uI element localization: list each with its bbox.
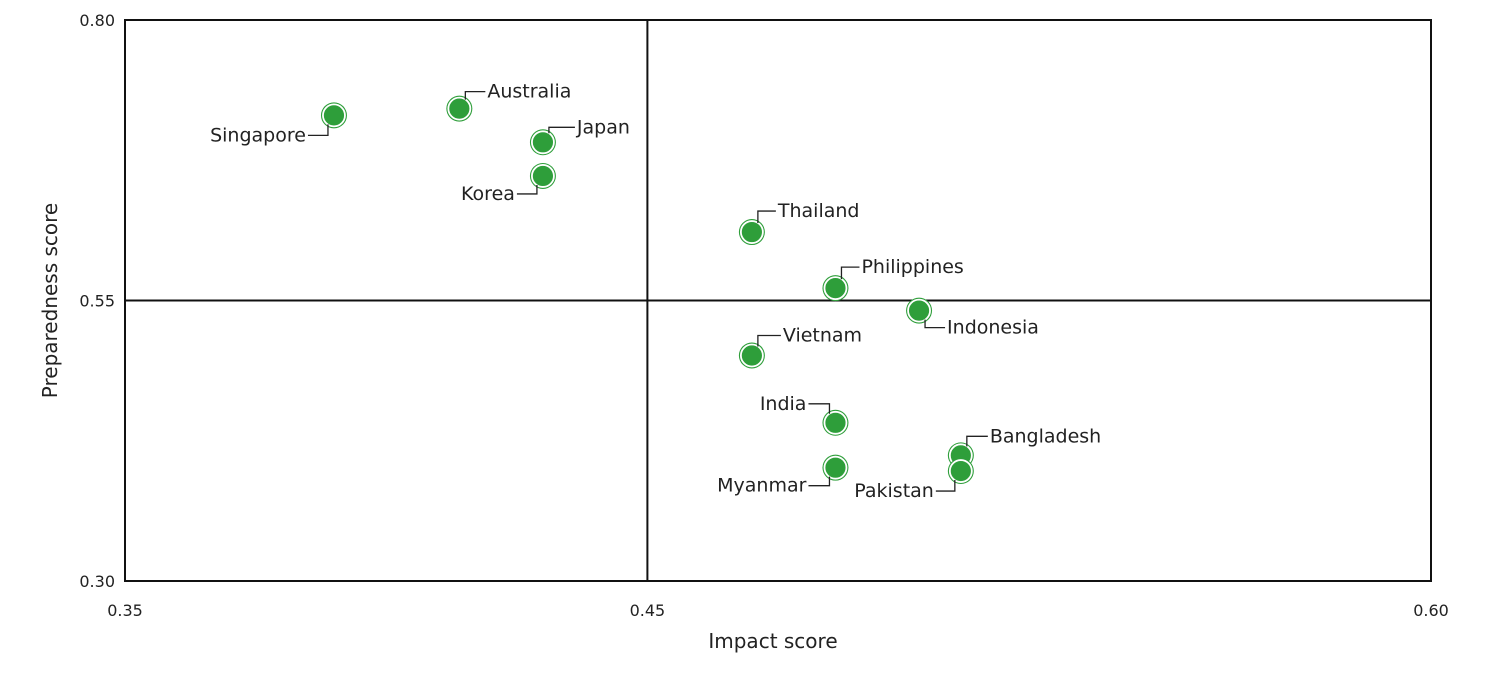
point-label: Myanmar	[717, 475, 806, 497]
leader-line	[307, 124, 329, 137]
leader-line	[757, 210, 776, 224]
point-label: Korea	[461, 183, 515, 205]
y-tick-label: 0.55	[79, 292, 115, 311]
data-point: Thailand	[738, 200, 860, 246]
point-ring	[322, 103, 346, 128]
x-tick-label: 0.60	[1413, 601, 1449, 620]
leader-line	[924, 319, 946, 329]
point-label: Indonesia	[947, 317, 1039, 339]
point-ring	[531, 164, 555, 188]
point-marker	[324, 106, 343, 125]
data-point: Bangladesh	[947, 425, 1101, 469]
point-marker	[951, 462, 970, 481]
point-ring	[823, 276, 848, 301]
point-label: Philippines	[861, 256, 963, 278]
point-marker	[826, 413, 845, 432]
y-tick-label: 0.80	[79, 11, 115, 30]
x-tick-label: 0.45	[630, 601, 666, 620]
point-ring	[823, 410, 848, 435]
point-marker	[533, 166, 552, 185]
leader-line	[808, 403, 831, 414]
leader-line	[757, 334, 781, 347]
point-marker	[533, 133, 552, 152]
x-tick-label: 0.35	[107, 601, 143, 620]
leader-line	[966, 435, 988, 447]
point-ring	[948, 459, 973, 483]
leader-line	[935, 480, 956, 492]
point-label: Vietnam	[783, 324, 862, 346]
point-label: India	[760, 393, 807, 415]
point-label: Japan	[576, 116, 630, 138]
data-point: Japan	[529, 116, 630, 156]
point-ring	[739, 220, 764, 244]
data-point: Indonesia	[906, 297, 1039, 339]
point-marker	[826, 279, 845, 298]
y-axis-title: Preparedness score	[38, 203, 62, 398]
point-ring	[907, 298, 931, 323]
point-label: Singapore	[210, 124, 306, 146]
leader-line	[840, 266, 860, 280]
data-point: Vietnam	[738, 324, 862, 369]
point-label: Pakistan	[854, 480, 934, 502]
point-ring	[447, 96, 472, 121]
leader-line	[548, 126, 575, 134]
point-ring	[823, 455, 848, 480]
data-point: Korea	[461, 162, 556, 205]
data-point: India	[760, 393, 849, 436]
point-label: Australia	[487, 81, 571, 103]
x-axis-title: Impact score	[708, 629, 837, 653]
point-marker	[450, 99, 469, 118]
point-marker	[742, 223, 761, 242]
data-point: Australia	[446, 81, 571, 122]
leader-line	[808, 476, 831, 487]
point-label: Thailand	[777, 200, 860, 222]
point-marker	[742, 346, 761, 365]
data-point: Philippines	[822, 256, 964, 302]
leader-line	[464, 90, 486, 100]
y-tick-label: 0.30	[79, 572, 115, 591]
point-label: Bangladesh	[990, 425, 1101, 447]
data-point: Singapore	[210, 102, 347, 146]
leader-line	[516, 184, 538, 195]
point-marker	[910, 301, 929, 320]
point-ring	[531, 130, 555, 155]
point-ring	[739, 343, 764, 368]
data-point: Pakistan	[854, 458, 974, 502]
data-point: Myanmar	[717, 454, 849, 497]
point-marker	[826, 458, 845, 477]
